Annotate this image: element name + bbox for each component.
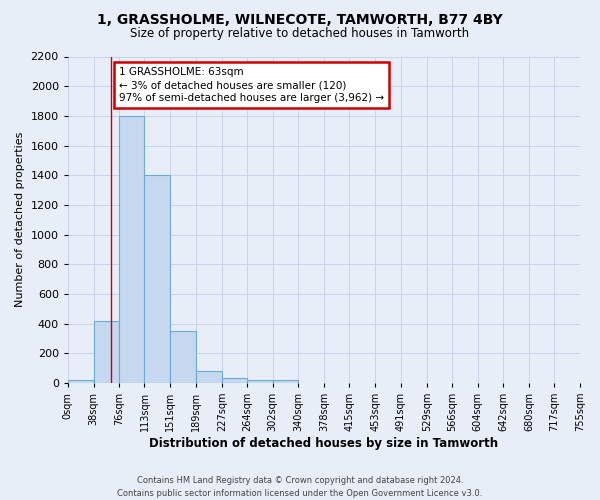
Bar xyxy=(68,380,94,383)
Text: Size of property relative to detached houses in Tamworth: Size of property relative to detached ho… xyxy=(130,28,470,40)
Text: 1 GRASSHOLME: 63sqm
← 3% of detached houses are smaller (120)
97% of semi-detach: 1 GRASSHOLME: 63sqm ← 3% of detached hou… xyxy=(119,67,384,104)
Bar xyxy=(145,175,170,383)
Text: 1, GRASSHOLME, WILNECOTE, TAMWORTH, B77 4BY: 1, GRASSHOLME, WILNECOTE, TAMWORTH, B77 … xyxy=(97,12,503,26)
Y-axis label: Number of detached properties: Number of detached properties xyxy=(15,132,25,308)
Bar xyxy=(196,371,222,383)
Bar xyxy=(247,380,272,383)
Bar xyxy=(94,320,119,383)
Text: Contains HM Land Registry data © Crown copyright and database right 2024.
Contai: Contains HM Land Registry data © Crown c… xyxy=(118,476,482,498)
Bar xyxy=(170,331,196,383)
Bar xyxy=(272,380,298,383)
X-axis label: Distribution of detached houses by size in Tamworth: Distribution of detached houses by size … xyxy=(149,437,499,450)
Bar xyxy=(222,378,247,383)
Bar xyxy=(119,116,145,383)
